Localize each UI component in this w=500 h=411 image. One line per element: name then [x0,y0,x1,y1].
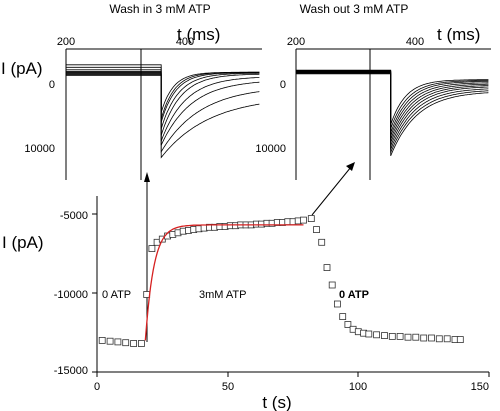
main-xtick-label: 0 [94,381,100,393]
data-point-53 [396,332,404,340]
inset-right-xtick-400: 400 [406,36,424,48]
data-point-41 [323,264,331,272]
main-ylabel: I (pA) [2,233,44,252]
data-point-44 [339,313,347,321]
inset-right-trace-5 [296,71,489,140]
inset-left-trace-7 [66,69,260,146]
data-point-50 [373,331,381,339]
inset-right-xlabel: t (ms) [437,25,480,44]
main-ytick-label: -15000 [54,365,88,377]
data-point-45 [344,321,352,328]
inset-right-trace-9 [296,70,489,153]
inset-right-trace-6 [296,71,489,143]
main-ytick-label: -5000 [60,210,88,222]
inset-left-ytick-10000: 10000 [24,143,55,155]
arrow-right-head [346,162,355,171]
inset-left-title: Wash in 3 mM ATP [109,2,210,16]
data-point-39 [313,226,320,234]
inset-right-trace-8 [296,70,489,150]
main-ytick-label: -10000 [54,289,88,301]
inset-right-ytick-10000: 10000 [255,143,286,155]
inset-left-xlabel: t (ms) [177,25,220,44]
inset-right-trace-4 [296,72,489,137]
data-point-52 [388,332,396,340]
annotation-0-atp-after: 0 ATP [339,289,369,301]
data-point-58 [435,335,443,343]
data-point-61 [456,336,464,344]
inset-left-xtick-400: 400 [176,36,194,48]
inset-left-trace-1 [66,71,260,113]
main-xtick-label: 150 [471,381,489,393]
data-point-51 [381,332,388,340]
inset-left-trace-4 [66,72,260,129]
inset-left-traces [66,64,260,159]
inset-left-trace-8 [66,66,260,154]
inset-right-title: Wash out 3 mM ATP [300,2,409,16]
inset-right-trace-10 [296,69,489,157]
data-point-59 [443,335,451,343]
data-point-6 [137,340,145,347]
main-xtick-label: 100 [349,381,367,393]
inset-right-trace-7 [296,71,489,147]
main-xtick-label: 50 [222,381,234,393]
inset-left-ylabel: I (pA) [1,59,43,78]
inset-right-trace-3 [296,72,489,134]
data-point-3 [114,338,122,346]
main-points [98,215,464,347]
inset-left-ytick-0: 0 [49,79,55,91]
data-point-56 [420,334,428,342]
inset-right-trace-1 [296,73,489,125]
data-point-43 [333,300,341,308]
data-point-40 [318,238,326,246]
inset-right: Wash out 3 mM ATP 200 400 t (ms) 0 10000 [255,2,491,180]
data-point-8 [148,245,156,253]
arrow-left-head [144,172,150,182]
data-point-2 [106,337,114,345]
inset-left-trace-5 [66,71,260,136]
arrow-right-line [311,166,352,216]
main-xlabel: t (s) [262,393,291,411]
inset-left: Wash in 3 mM ATP 200 400 t (ms) I (pA) 0… [1,2,262,180]
inset-right-traces [296,69,489,157]
data-point-54 [404,333,412,341]
annotation-0-atp-before: 0 ATP [102,289,131,301]
inset-right-trace-2 [296,73,489,129]
inset-left-trace-2 [66,71,260,120]
data-point-49 [365,330,373,338]
main-plot: -5000 -10000 -15000 0 50 100 150 I (pA) … [2,196,490,411]
inset-left-trace-6 [66,71,260,142]
data-point-57 [428,334,435,342]
main-fit-curve [144,224,304,341]
inset-left-trace-3 [66,72,260,123]
data-point-1 [98,336,106,344]
data-point-55 [412,333,420,341]
annotation-3mm-atp: 3mM ATP [199,289,246,301]
inset-left-trace-9 [66,64,260,159]
data-point-37 [300,216,307,224]
data-point-5 [130,340,138,347]
data-point-38 [307,215,315,223]
connector-arrows [144,162,355,342]
data-point-4 [122,339,130,347]
inset-left-xtick-200: 200 [57,36,75,48]
inset-right-xtick-200: 200 [287,36,305,48]
data-point-42 [328,281,336,289]
inset-right-ytick-0: 0 [280,79,286,91]
